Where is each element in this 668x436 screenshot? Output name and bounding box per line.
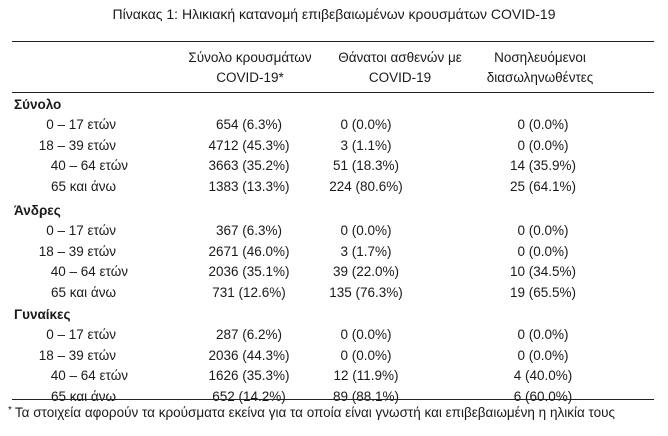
- deaths-cell: 224 (80.6%): [329, 178, 403, 194]
- intubated-cell: 6 (60.0%): [513, 388, 573, 404]
- cases-cell: 731 (12.6%): [212, 284, 286, 300]
- header-rule: [12, 92, 654, 93]
- deaths-cell: 51 (18.3%): [332, 158, 400, 173]
- deaths-cell: 0 (0.0%): [340, 347, 392, 363]
- cases-cell: 367 (6.3%): [215, 223, 283, 238]
- intubated-cell: 14 (35.9%): [509, 158, 577, 173]
- intubated-cell: 0 (0.0%): [517, 243, 569, 259]
- footnote-text: Τα στοιχεία αφορούν τα κρούσματα εκείνα …: [14, 405, 616, 420]
- age-band-label: 65 και άνω: [50, 178, 116, 194]
- deaths-cell: 135 (76.3%): [329, 284, 403, 300]
- age-band-label: 0 – 17 ετών: [46, 223, 116, 238]
- cases-cell: 654 (6.3%): [215, 117, 283, 132]
- cases-cell: 2036 (44.3%): [208, 347, 290, 363]
- age-band-label: 18 – 39 ετών: [38, 137, 116, 153]
- top-rule: [12, 41, 654, 42]
- intubated-cell: 0 (0.0%): [517, 223, 569, 238]
- group-label: Άνδρες: [14, 203, 61, 218]
- intubated-cell: 0 (0.0%): [517, 327, 569, 342]
- intubated-cell: 10 (34.5%): [509, 264, 577, 279]
- group-label: Σύνολο: [14, 97, 62, 112]
- age-band-label: 18 – 39 ετών: [38, 243, 116, 259]
- age-band-label: 40 – 64 ετών: [50, 368, 128, 383]
- group-label: Γυναίκες: [14, 307, 71, 322]
- deaths-cell: 12 (11.9%): [333, 368, 399, 383]
- deaths-cell: 0 (0.0%): [340, 117, 392, 132]
- cases-cell: 4712 (45.3%): [208, 137, 290, 153]
- age-band-label: 40 – 64 ετών: [50, 158, 128, 173]
- column-header-line: διασωληνωθέντες: [486, 70, 594, 85]
- age-band-label: 0 – 17 ετών: [46, 327, 116, 342]
- column-header-line: COVID-19: [368, 70, 432, 85]
- cases-cell: 1626 (35.3%): [208, 368, 290, 383]
- age-band-label: 65 και άνω: [50, 284, 116, 300]
- intubated-cell: 0 (0.0%): [517, 117, 569, 132]
- bottom-rule: [12, 399, 654, 400]
- cases-cell: 2036 (35.1%): [208, 264, 290, 279]
- column-header-line: Νοσηλευόμενοι: [494, 50, 586, 65]
- cases-cell: 3663 (35.2%): [208, 158, 290, 173]
- deaths-cell: 0 (0.0%): [340, 327, 392, 342]
- footnote-marker: *: [8, 405, 12, 416]
- table-title: Πίνακας 1: Ηλικιακή κατανομή επιβεβαιωμέ…: [112, 6, 556, 22]
- deaths-cell: 3 (1.7%): [340, 243, 392, 259]
- cases-cell: 1383 (13.3%): [208, 178, 290, 194]
- intubated-cell: 0 (0.0%): [517, 347, 569, 363]
- deaths-cell: 3 (1.1%): [340, 137, 392, 153]
- intubated-cell: 25 (64.1%): [509, 178, 577, 194]
- footnote: * Τα στοιχεία αφορούν τα κρούσματα εκείνα…: [8, 404, 664, 422]
- intubated-cell: 4 (40.0%): [513, 368, 573, 383]
- age-band-label: 18 – 39 ετών: [38, 347, 116, 363]
- deaths-cell: 89 (88.1%): [332, 388, 400, 404]
- cases-cell: 287 (6.2%): [215, 327, 283, 342]
- deaths-cell: 0 (0.0%): [340, 223, 392, 238]
- cases-cell: 2671 (46.0%): [208, 243, 290, 259]
- age-band-label: 65 και άνω: [50, 388, 116, 404]
- deaths-cell: 39 (22.0%): [332, 264, 400, 279]
- column-header-line: Σύνολο κρουσμάτων: [188, 50, 312, 65]
- column-header-deaths: Θάνατοι ασθενών με COVID-19: [300, 48, 500, 88]
- intubated-cell: 0 (0.0%): [517, 137, 569, 153]
- column-header-line: Θάνατοι ασθενών με: [338, 50, 462, 65]
- intubated-cell: 19 (65.5%): [509, 284, 577, 300]
- age-band-label: 0 – 17 ετών: [46, 117, 116, 132]
- column-header-intubated: Νοσηλευόμενοι διασωληνωθέντες: [440, 48, 640, 88]
- column-header-total-cases: Σύνολο κρουσμάτων COVID-19*: [160, 48, 340, 88]
- column-header-line: COVID-19*: [216, 70, 284, 85]
- age-band-label: 40 – 64 ετών: [50, 264, 128, 279]
